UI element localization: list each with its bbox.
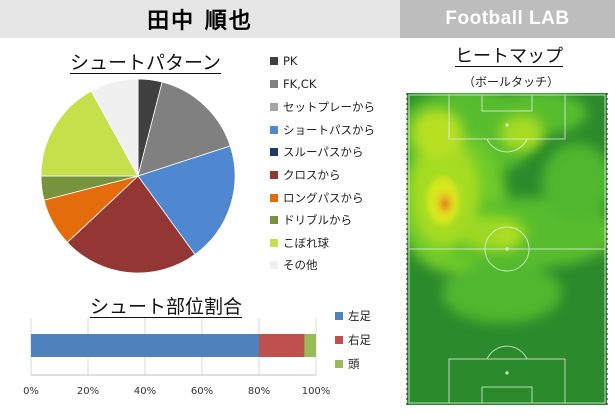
- heatmap-title: ヒートマップ: [455, 46, 563, 67]
- bar-tick-label-5: 100%: [302, 386, 331, 397]
- pie-legend-swatch-3: [270, 125, 278, 134]
- bar-legend-swatch-2: [335, 360, 343, 368]
- pie-legend-item-6: ロングパスから: [270, 190, 364, 206]
- heatmap-high-layer: [427, 177, 459, 225]
- pie-legend-swatch-8: [270, 238, 278, 247]
- pie-legend-label-9: その他: [283, 258, 318, 273]
- bar-tick-label-3: 60%: [191, 386, 213, 397]
- pie-legend-item-5: クロスから: [270, 167, 341, 183]
- pie-legend-item-2: セットプレーから: [270, 99, 375, 115]
- bar-tick-label-4: 80%: [248, 386, 270, 397]
- pie-legend-item-0: PK: [270, 54, 297, 68]
- pie-legend-label-7: ドリブルから: [283, 213, 352, 228]
- bar-tick-label-2: 40%: [134, 386, 156, 397]
- pitch-border-dashes: [406, 93, 608, 405]
- bar-legend-item-1: 右足: [335, 332, 371, 348]
- pie-legend-swatch-5: [270, 171, 278, 179]
- bar-legend-swatch-0: [335, 312, 343, 320]
- player-name-banner: 田中 順也: [0, 0, 400, 38]
- pie-legend-swatch-9: [270, 261, 278, 270]
- bar-legend-item-0: 左足: [335, 308, 371, 324]
- pie-slice-1: [137, 81, 231, 177]
- pie-legend-item-3: ショートパスから: [270, 122, 375, 138]
- header: 田中 順也 Football LAB: [0, 0, 615, 38]
- pie-legend-label-8: こぼれ球: [283, 235, 329, 250]
- bar-legend-label-1: 右足: [348, 333, 371, 347]
- pie-slice-9: [90, 78, 139, 177]
- shot-body-part-title: シュート部位割合: [90, 296, 243, 318]
- pie-slice-5: [66, 175, 196, 274]
- pie-legend-label-2: セットプレーから: [283, 100, 375, 115]
- pie-slice-8: [40, 90, 139, 177]
- bar-segment-0: [31, 334, 259, 357]
- bar-legend-swatch-1: [335, 336, 343, 344]
- pie-legend-label-4: スルーパスから: [283, 145, 364, 160]
- shot-body-part-bar-chart: 0% 20% 40% 60% 80% 100%: [23, 318, 331, 397]
- bar-legend-label-0: 左足: [348, 309, 371, 323]
- pie-legend-swatch-1: [270, 79, 278, 88]
- pie-legend-item-4: スルーパスから: [270, 144, 363, 160]
- bar-segment-1: [259, 334, 305, 357]
- pie-legend-label-0: PK: [283, 54, 298, 68]
- bar-legend-label-2: 頭: [348, 357, 360, 371]
- bar-tick-label-1: 20%: [77, 386, 99, 397]
- brand-logo: Football LAB: [445, 8, 570, 29]
- pie-slice-3: [137, 145, 236, 256]
- shot-pattern-legend: PK FK,CK セットプレーから ショートパスから スルーパスから クロスからロングパス…: [270, 54, 395, 279]
- pie-legend-swatch-7: [270, 216, 278, 225]
- pie-legend-item-9: その他: [270, 257, 318, 273]
- heatmap-subtitle: （ボールタッチ）: [463, 75, 560, 89]
- pie-legend-item-8: こぼれ球: [270, 235, 329, 251]
- bar-legend-item-2: 頭: [335, 356, 360, 372]
- pie-legend-swatch-0: [270, 57, 278, 65]
- heatmap-pitch: [406, 93, 608, 405]
- bar-segment-2: [304, 334, 316, 357]
- pie-legend-swatch-2: [270, 103, 278, 112]
- bar-tick-label-0: 0%: [23, 386, 39, 397]
- player-name: 田中 順也: [147, 9, 253, 34]
- pie-legend-label-5: クロスから: [283, 168, 341, 182]
- pie-legend-swatch-6: [270, 193, 278, 202]
- shot-pattern-pie-chart: [40, 78, 236, 274]
- brand-banner: Football LAB: [400, 0, 615, 38]
- pie-legend-item-7: ドリブルから: [270, 212, 352, 228]
- pie-legend-swatch-4: [270, 148, 278, 157]
- pie-legend-label-6: ロングパスから: [283, 190, 364, 205]
- pie-legend-label-1: FK,CK: [283, 76, 317, 91]
- pie-legend-item-1: FK,CK: [270, 77, 316, 91]
- shot-body-part-legend: 左足 右足頭: [335, 308, 395, 378]
- pitch-lines: [408, 94, 606, 404]
- pie-legend-label-3: ショートパスから: [283, 122, 375, 137]
- shot-pattern-title: シュートパターン: [70, 52, 222, 74]
